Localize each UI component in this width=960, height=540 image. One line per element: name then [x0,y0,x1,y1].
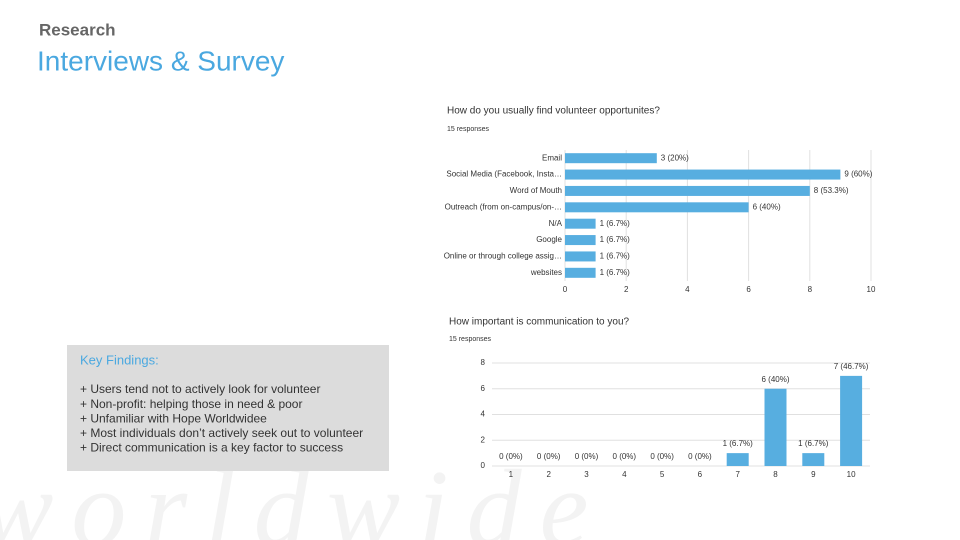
bar [565,251,596,262]
bar [565,153,657,164]
value-label: 6 (40%) [761,375,789,384]
y-tick-label: Google [536,235,562,244]
chart-title: How do you usually find volunteer opport… [447,106,660,117]
finding: + Users tend not to actively look for vo… [80,382,320,396]
x-tick-label: 7 [735,470,740,479]
value-label: 1 (6.7%) [723,439,754,448]
y-tick-label: Email [542,153,562,162]
y-tick-label: websites [530,268,562,277]
value-label: 0 (0%) [613,452,637,461]
chart-subtitle: 15 responses [449,336,492,343]
x-tick-label: 8 [808,285,813,294]
y-tick-label: 2 [481,435,486,444]
x-tick-label: 2 [624,285,629,294]
page-title: Interviews & Survey [37,45,284,76]
y-tick-label: 6 [481,384,486,393]
value-label: 9 (60%) [844,170,872,179]
value-label: 1 (6.7%) [600,235,631,244]
finding: + Unfamiliar with Hope Worldwidee [80,411,267,425]
findings-box [67,345,389,471]
x-tick-label: 4 [685,285,690,294]
bar [565,202,749,213]
value-label: 8 (53.3%) [814,186,849,195]
y-tick-label: 8 [481,358,486,367]
bar [565,235,596,246]
value-label: 1 (6.7%) [600,268,631,277]
value-label: 7 (46.7%) [834,362,869,371]
bar [565,267,596,278]
x-tick-label: 10 [867,285,876,294]
value-label: 1 (6.7%) [798,439,829,448]
x-tick-label: 4 [622,470,627,479]
value-label: 0 (0%) [575,452,599,461]
value-label: 1 (6.7%) [600,252,631,261]
x-tick-label: 0 [563,285,568,294]
y-tick-label: 4 [481,410,486,419]
finding: + Non-profit: helping those in need & po… [80,397,302,411]
chart-title: How important is communication to you? [449,317,630,328]
bar [802,453,825,466]
bar [565,218,596,229]
value-label: 0 (0%) [537,452,561,461]
value-label: 0 (0%) [499,452,523,461]
bar [565,169,841,180]
x-tick-label: 6 [746,285,751,294]
x-tick-label: 9 [811,470,816,479]
value-label: 0 (0%) [650,452,674,461]
x-tick-label: 2 [546,470,551,479]
x-tick-label: 6 [698,470,703,479]
x-tick-label: 10 [847,470,856,479]
y-tick-label: Outreach (from on-campus/on-… [445,202,562,211]
x-tick-label: 3 [584,470,589,479]
bar [565,185,810,196]
y-tick-label: Social Media (Facebook, Insta… [446,170,562,179]
value-label: 0 (0%) [688,452,712,461]
x-tick-label: 5 [660,470,665,479]
x-tick-label: 1 [509,470,514,479]
y-tick-label: Word of Mouth [510,186,562,195]
finding: + Direct communication is a key factor t… [80,441,343,455]
section-label: Research [39,20,116,39]
finding: + Most individuals don’t actively seek o… [80,426,363,440]
x-tick-label: 8 [773,470,778,479]
value-label: 6 (40%) [753,202,781,211]
y-tick-label: N/A [549,219,563,228]
bar [726,453,749,466]
y-tick-label: Online or through college assig… [444,252,562,261]
bar [840,375,863,466]
value-label: 3 (20%) [661,153,689,162]
value-label: 1 (6.7%) [600,219,631,228]
chart-subtitle: 15 responses [447,126,490,133]
y-tick-label: 0 [481,461,486,470]
bar [764,388,787,466]
findings-title: Key Findings: [80,352,159,367]
